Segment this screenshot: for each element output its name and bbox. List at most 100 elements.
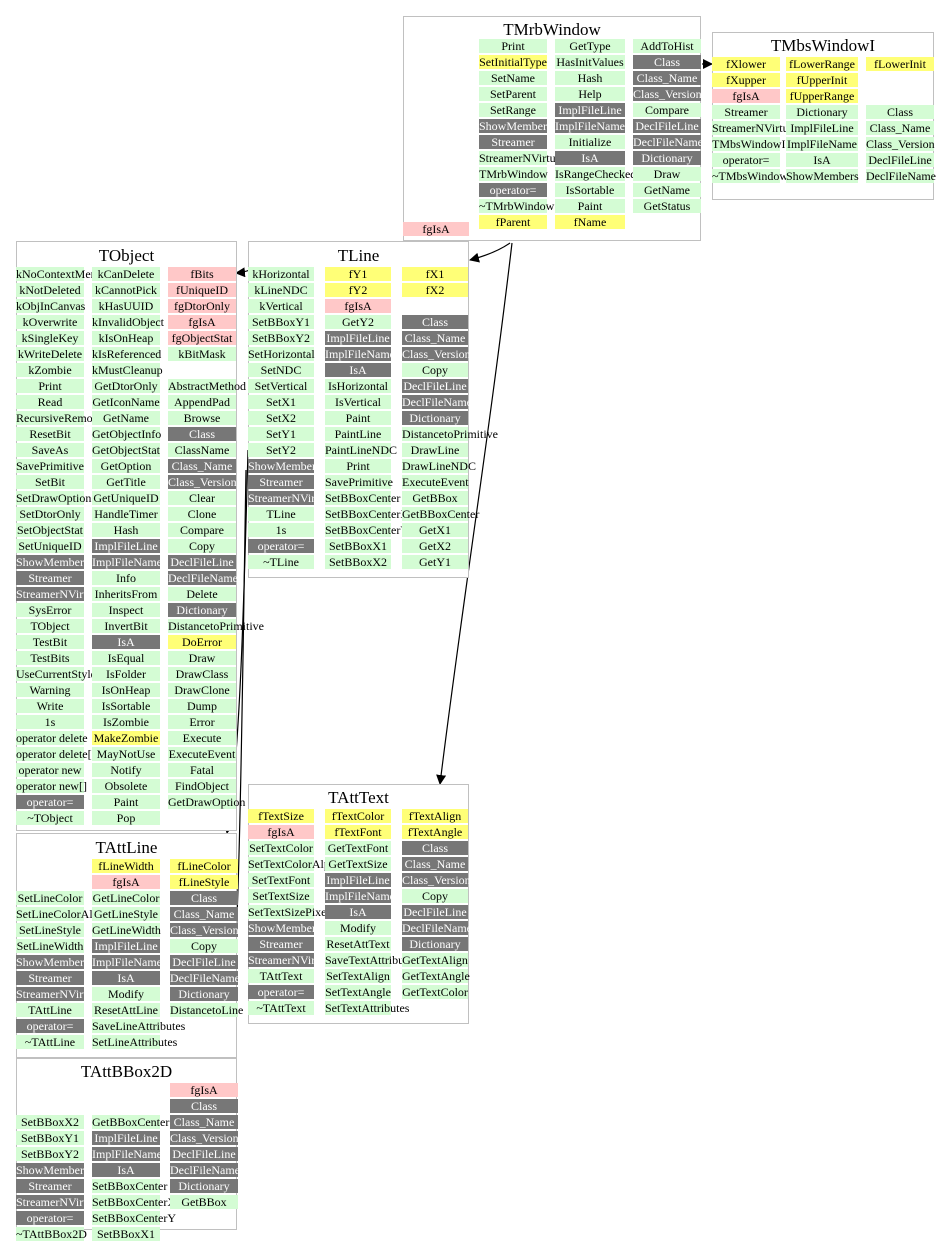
empty-cell xyxy=(866,73,934,87)
class-member: SetBBoxY1 xyxy=(248,315,314,329)
class-member: fTextFont xyxy=(325,825,391,839)
class-member: Class_Version xyxy=(170,1131,239,1145)
class-member: Class_Name xyxy=(402,331,468,345)
class-member: ShowMembers xyxy=(248,459,321,473)
class-member: Delete xyxy=(168,587,236,601)
class-member: GetObjectStat xyxy=(92,443,160,457)
class-member: fUpperInit xyxy=(786,73,858,87)
class-member: TLine xyxy=(248,507,314,521)
class-member: SetX2 xyxy=(248,411,314,425)
class-member: operator new[] xyxy=(16,779,87,793)
class-member: ~TLine xyxy=(248,555,314,569)
class-member: ~TAttBBox2D xyxy=(16,1227,87,1241)
class-member: IsVertical xyxy=(325,395,391,409)
class-title: TAttText xyxy=(328,788,389,807)
class-member: SetTextAngle xyxy=(325,985,391,999)
class-member: GetBBox xyxy=(170,1195,238,1209)
class-member: SetHorizontal xyxy=(248,347,315,361)
class-member: Streamer xyxy=(16,571,84,585)
class-member: ImplFileName xyxy=(325,889,395,903)
class-member: TAttText xyxy=(248,969,314,983)
class-member: HandleTimer xyxy=(92,507,160,521)
class-member: Paint xyxy=(555,199,625,213)
class-member: SetNDC xyxy=(248,363,314,377)
empty-cell xyxy=(866,89,934,103)
class-member: IsA xyxy=(325,363,391,377)
class-member: SetTextAlign xyxy=(325,969,391,983)
class-member: ExecuteEvent xyxy=(168,747,236,761)
class-member: Paint xyxy=(92,795,160,809)
class-member: Print xyxy=(325,459,391,473)
class-member: SetBBoxCenter xyxy=(92,1179,168,1193)
class-member: IsEqual xyxy=(92,651,160,665)
class-member: SetDrawOption xyxy=(16,491,92,505)
class-member: Hash xyxy=(92,523,160,537)
class-title: TMrbWindow xyxy=(503,20,601,39)
class-member: GetLineStyle xyxy=(92,907,160,921)
class-member: Dictionary xyxy=(170,987,238,1001)
class-member: DeclFileLine xyxy=(402,379,468,393)
class-member: fgIsA xyxy=(170,1083,238,1097)
class-member: kNoContextMenu xyxy=(16,267,103,281)
class-member: operator= xyxy=(248,985,314,999)
class-member: fTextAngle xyxy=(402,825,468,839)
class-member: PaintLineNDC xyxy=(325,443,397,457)
class-member: IsA xyxy=(92,971,160,985)
class-member: kLineNDC xyxy=(248,283,314,297)
class-member: GetTextColor xyxy=(402,985,468,999)
class-member: kHasUUID xyxy=(92,299,160,313)
class-member: GetLineWidth xyxy=(92,923,161,937)
class-member: DrawClone xyxy=(168,683,236,697)
arrow-tmrbwindow-to-tline xyxy=(469,242,511,263)
class-member: kObjInCanvas xyxy=(16,299,86,313)
class-member: SaveLineAttributes xyxy=(92,1019,186,1033)
class-member: TAttLine xyxy=(16,1003,84,1017)
class-member: DeclFileName xyxy=(402,395,472,409)
class-member: Error xyxy=(168,715,236,729)
class-member: SavePrimitive xyxy=(16,459,84,473)
class-member: Copy xyxy=(170,939,238,953)
class-member: GetIconName xyxy=(92,395,160,409)
class-member: Streamer xyxy=(16,1179,84,1193)
class-member: GetName xyxy=(92,411,160,425)
class-member: AbstractMethod xyxy=(168,379,246,393)
class-member: SetBBoxCenterY xyxy=(325,523,409,537)
class-member: operator= xyxy=(479,183,547,197)
class-member: DeclFileName xyxy=(402,921,472,935)
class-title: TLine xyxy=(337,246,380,265)
class-member: DistancetoPrimitive xyxy=(402,427,498,441)
class-member: DeclFileLine xyxy=(633,119,701,133)
class-member: SetTextColorAlpha xyxy=(248,857,342,871)
class-member: Class_Version xyxy=(402,873,471,887)
class-member: Class xyxy=(170,1099,238,1113)
class-member: SysError xyxy=(16,603,84,617)
class-member: DeclFileName xyxy=(168,571,238,585)
empty-cell xyxy=(92,1083,160,1097)
class-member: SetDtorOnly xyxy=(16,507,84,521)
class-member: fgIsA xyxy=(403,222,469,236)
class-member: SetBBoxY2 xyxy=(16,1147,84,1161)
empty-cell xyxy=(402,299,468,313)
class-member: Dictionary xyxy=(402,937,468,951)
empty-cell xyxy=(92,1099,160,1113)
class-member: InheritsFrom xyxy=(92,587,160,601)
class-member: DrawLine xyxy=(402,443,468,457)
class-member: DeclFileName xyxy=(170,1163,240,1177)
class-member: Streamer xyxy=(248,937,314,951)
class-member: kCannotPick xyxy=(92,283,160,297)
class-member: kInvalidObject xyxy=(92,315,164,329)
class-member: GetY1 xyxy=(402,555,468,569)
class-title: TAttBBox2D xyxy=(80,1062,173,1081)
class-member: UseCurrentStyle xyxy=(16,667,96,681)
class-member: SetBBoxCenterX xyxy=(92,1195,176,1209)
class-member: DistancetoPrimitive xyxy=(168,619,264,633)
class-member: fLineStyle xyxy=(170,875,238,889)
class-member: SetLineWidth xyxy=(16,939,84,953)
class-member: GetTextFont xyxy=(325,841,391,855)
class-member: kCanDelete xyxy=(92,267,160,281)
class-member: kIsOnHeap xyxy=(92,331,160,345)
class-member: Class_Version xyxy=(633,87,702,101)
class-member: Dictionary xyxy=(786,105,858,119)
class-member: GetStatus xyxy=(633,199,701,213)
class-member: operator= xyxy=(16,795,84,809)
